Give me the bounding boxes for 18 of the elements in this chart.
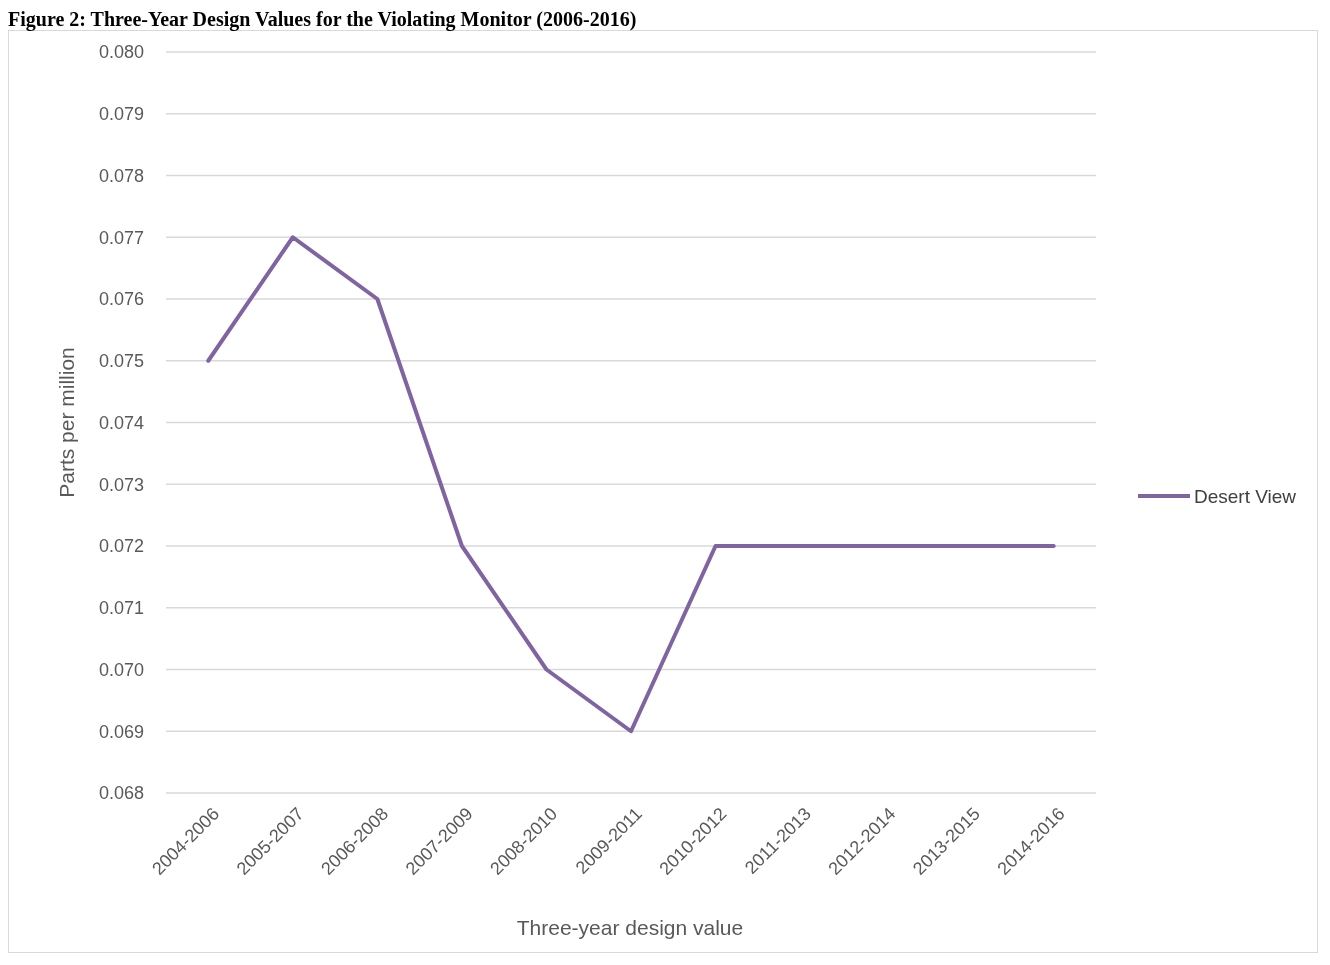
y-tick-label: 0.080 <box>98 42 144 63</box>
y-tick-label: 0.075 <box>98 351 144 372</box>
y-tick-label: 0.069 <box>98 721 144 742</box>
y-tick-label: 0.068 <box>98 783 144 804</box>
y-tick-label: 0.078 <box>98 165 144 186</box>
y-axis-title: Parts per million <box>55 347 78 498</box>
y-tick-label: 0.071 <box>98 598 144 619</box>
y-tick-label: 0.079 <box>98 104 144 125</box>
y-tick-label: 0.072 <box>98 536 144 557</box>
chart-title: Figure 2: Three-Year Design Values for the Violating Monitor (2006-2016) <box>8 8 637 31</box>
y-tick-label: 0.077 <box>98 227 144 248</box>
x-axis-title: Three-year design value <box>516 916 744 939</box>
y-tick-label: 0.076 <box>98 289 144 310</box>
y-tick-label: 0.073 <box>98 474 144 495</box>
legend-label: Desert View <box>1194 485 1297 507</box>
y-tick-label: 0.070 <box>98 659 144 680</box>
line-series <box>206 235 1056 734</box>
y-tick-label: 0.074 <box>98 412 144 433</box>
